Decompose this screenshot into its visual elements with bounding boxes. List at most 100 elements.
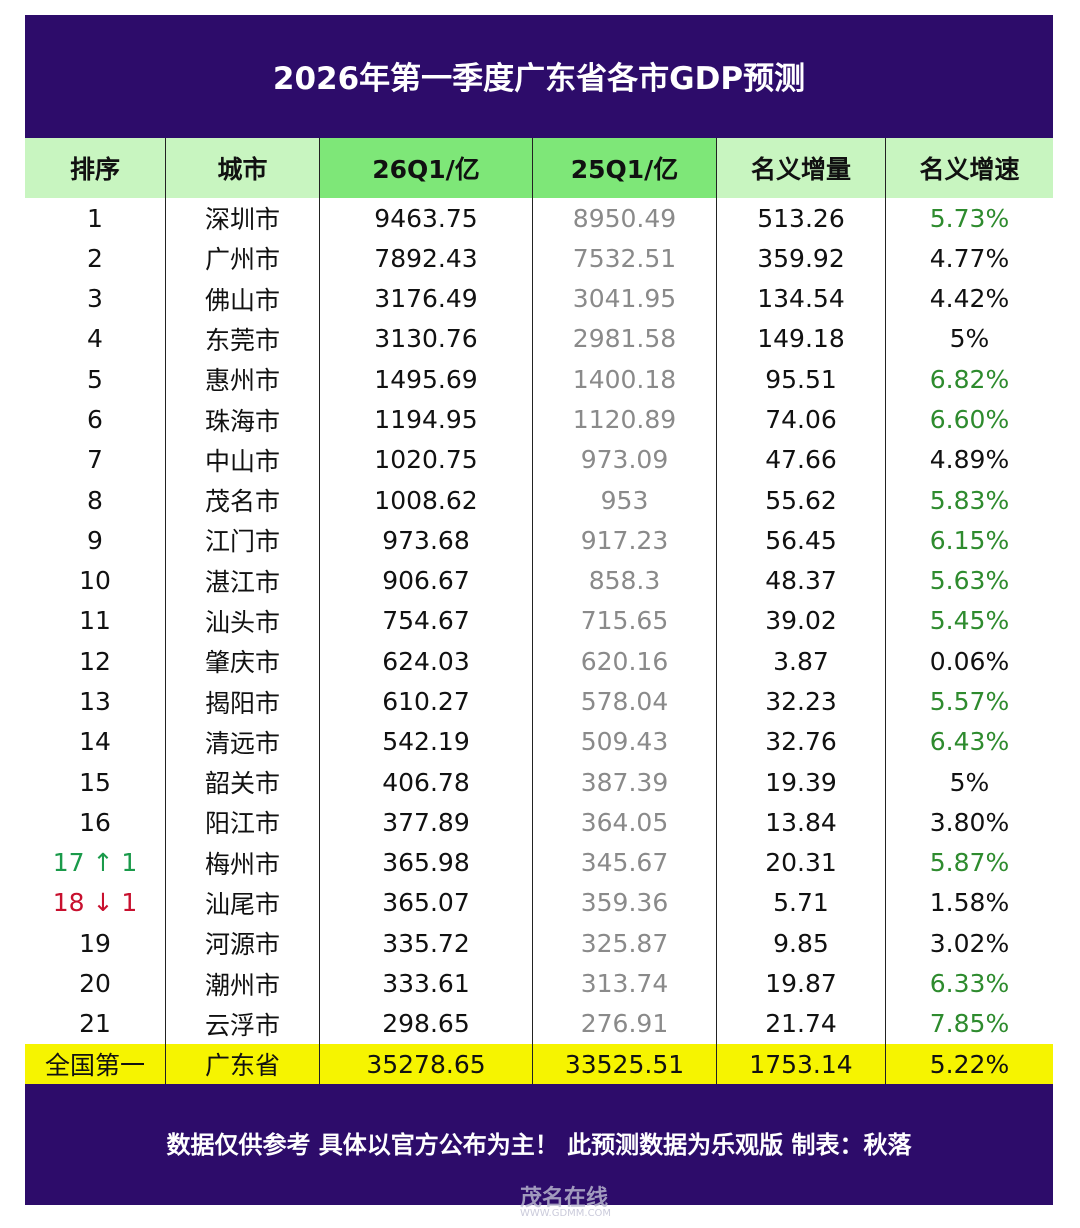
- rank-cell: 2: [87, 243, 103, 273]
- nominal-increase-cell: 513.26: [716, 198, 885, 239]
- rank-cell: 4: [87, 324, 103, 354]
- nominal-growth-cell: 3.80%: [885, 802, 1053, 843]
- gdp-2025q1-cell: 276.91: [532, 1003, 716, 1044]
- gdp-2025q1-cell: 2981.58: [532, 318, 716, 360]
- gdp-2026q1-cell: 7892.43: [319, 238, 532, 279]
- city-cell: 云浮市: [165, 1003, 319, 1044]
- table-row: 16 阳江市 377.89 364.05 13.84 3.80%: [25, 802, 1053, 843]
- nominal-growth-cell: 5.87%: [885, 842, 1053, 883]
- column-header: 排序: [69, 155, 120, 184]
- gdp-2026q1-total: 35278.65: [319, 1044, 532, 1084]
- nominal-increase-cell: 9.85: [716, 923, 885, 964]
- nominal-growth-cell: 0.06%: [885, 641, 1053, 682]
- rank-cell: 10: [79, 566, 111, 596]
- nominal-growth-cell: 6.82%: [885, 359, 1053, 400]
- table-row: 18 ↓ 1 汕尾市 365.07 359.36 5.71 1.58%: [25, 882, 1053, 924]
- nominal-growth-cell: 1.58%: [885, 882, 1053, 924]
- nominal-increase-cell: 3.87: [716, 641, 885, 682]
- header-row: 排序 城市 26Q1/亿 25Q1/亿 名义增量 名义增速: [25, 138, 1053, 198]
- rank-cell: 19: [79, 928, 111, 958]
- nominal-growth-cell: 4.89%: [885, 439, 1053, 480]
- nominal-increase-cell: 74.06: [716, 399, 885, 440]
- nominal-growth-cell: 5.45%: [885, 600, 1053, 642]
- table-row: 21 云浮市 298.65 276.91 21.74 7.85%: [25, 1003, 1053, 1044]
- nominal-increase-cell: 5.71: [716, 882, 885, 924]
- table-row: 17 ↑ 1 梅州市 365.98 345.67 20.31 5.87%: [25, 842, 1053, 883]
- gdp-2026q1-cell: 1008.62: [319, 480, 532, 521]
- city-cell: 东莞市: [165, 318, 319, 360]
- nominal-increase-cell: 19.39: [716, 762, 885, 803]
- city-cell: 惠州市: [165, 359, 319, 400]
- rank-cell: 7: [87, 445, 103, 475]
- nominal-increase-cell: 47.66: [716, 439, 885, 480]
- watermark: 茂名在线 WWW.GDMM.COM: [520, 1180, 611, 1219]
- city-cell: 汕尾市: [165, 882, 319, 924]
- rank-cell: 18 ↓ 1: [52, 888, 138, 918]
- city-cell: 清远市: [165, 721, 319, 762]
- nominal-increase-cell: 95.51: [716, 359, 885, 400]
- table-row: 3 佛山市 3176.49 3041.95 134.54 4.42%: [25, 278, 1053, 319]
- title: 2026年第一季度广东省各市GDP预测: [272, 61, 806, 97]
- gdp-2026q1-cell: 1020.75: [319, 439, 532, 480]
- nominal-growth-cell: 5.73%: [885, 198, 1053, 239]
- gdp-2025q1-cell: 917.23: [532, 520, 716, 561]
- gdp-2025q1-cell: 620.16: [532, 641, 716, 682]
- table-row: 9 江门市 973.68 917.23 56.45 6.15%: [25, 520, 1053, 561]
- nominal-increase-cell: 13.84: [716, 802, 885, 843]
- table-row: 5 惠州市 1495.69 1400.18 95.51 6.82%: [25, 359, 1053, 400]
- city-cell: 汕头市: [165, 600, 319, 642]
- nominal-growth-cell: 6.60%: [885, 399, 1053, 440]
- city-cell: 阳江市: [165, 802, 319, 843]
- gdp-2026q1-cell: 624.03: [319, 641, 532, 682]
- nominal-growth-cell: 5%: [885, 318, 1053, 360]
- city-total: 广东省: [165, 1044, 319, 1084]
- gdp-2025q1-cell: 8950.49: [532, 198, 716, 239]
- table-row: 6 珠海市 1194.95 1120.89 74.06 6.60%: [25, 399, 1053, 440]
- rank-cell: 1: [87, 203, 103, 233]
- gdp-2025q1-cell: 1120.89: [532, 399, 716, 440]
- gdp-2026q1-cell: 365.98: [319, 842, 532, 883]
- nominal-growth-cell: 5%: [885, 762, 1053, 803]
- gdp-2026q1-cell: 754.67: [319, 600, 532, 642]
- gdp-2026q1-cell: 610.27: [319, 681, 532, 722]
- city-cell: 梅州市: [165, 842, 319, 883]
- nominal-growth-total: 5.22%: [885, 1044, 1053, 1084]
- table-row: 15 韶关市 406.78 387.39 19.39 5%: [25, 762, 1053, 803]
- gdp-2026q1-cell: 333.61: [319, 963, 532, 1004]
- gdp-2025q1-cell: 578.04: [532, 681, 716, 722]
- nominal-growth-cell: 6.43%: [885, 721, 1053, 762]
- column-header: 名义增量: [716, 138, 885, 198]
- city-cell: 湛江市: [165, 560, 319, 601]
- rank-total: 全国第一: [44, 1051, 145, 1080]
- nominal-increase-total: 1753.14: [716, 1044, 885, 1084]
- gdp-2026q1-cell: 335.72: [319, 923, 532, 964]
- rank-cell: 20: [79, 969, 111, 999]
- rank-cell: 15: [79, 767, 111, 797]
- gdp-2026q1-cell: 365.07: [319, 882, 532, 924]
- city-cell: 中山市: [165, 439, 319, 480]
- nominal-increase-cell: 149.18: [716, 318, 885, 360]
- nominal-growth-cell: 7.85%: [885, 1003, 1053, 1044]
- gdp-2026q1-cell: 1194.95: [319, 399, 532, 440]
- city-cell: 深圳市: [165, 198, 319, 239]
- table-row: 13 揭阳市 610.27 578.04 32.23 5.57%: [25, 681, 1053, 722]
- gdp-2026q1-cell: 377.89: [319, 802, 532, 843]
- city-cell: 茂名市: [165, 480, 319, 521]
- city-cell: 广州市: [165, 238, 319, 279]
- panel: 2026年第一季度广东省各市GDP预测 排序 城市 26Q1/亿 25Q1/亿 名义增量…: [25, 15, 1053, 1205]
- table-row: 7 中山市 1020.75 973.09 47.66 4.89%: [25, 439, 1053, 480]
- nominal-increase-cell: 39.02: [716, 600, 885, 642]
- city-cell: 潮州市: [165, 963, 319, 1004]
- nominal-increase-cell: 20.31: [716, 842, 885, 883]
- rank-cell: 12: [79, 646, 111, 676]
- rank-cell: 5: [87, 364, 103, 394]
- nominal-growth-cell: 6.33%: [885, 963, 1053, 1004]
- watermark-name: 茂名在线: [520, 1186, 609, 1211]
- gdp-2026q1-cell: 3176.49: [319, 278, 532, 319]
- column-header: 名义增速: [885, 138, 1053, 198]
- nominal-increase-cell: 32.23: [716, 681, 885, 722]
- gdp-2025q1-cell: 364.05: [532, 802, 716, 843]
- nominal-increase-cell: 134.54: [716, 278, 885, 319]
- gdp-2026q1-cell: 1495.69: [319, 359, 532, 400]
- table-row: 19 河源市 335.72 325.87 9.85 3.02%: [25, 923, 1053, 964]
